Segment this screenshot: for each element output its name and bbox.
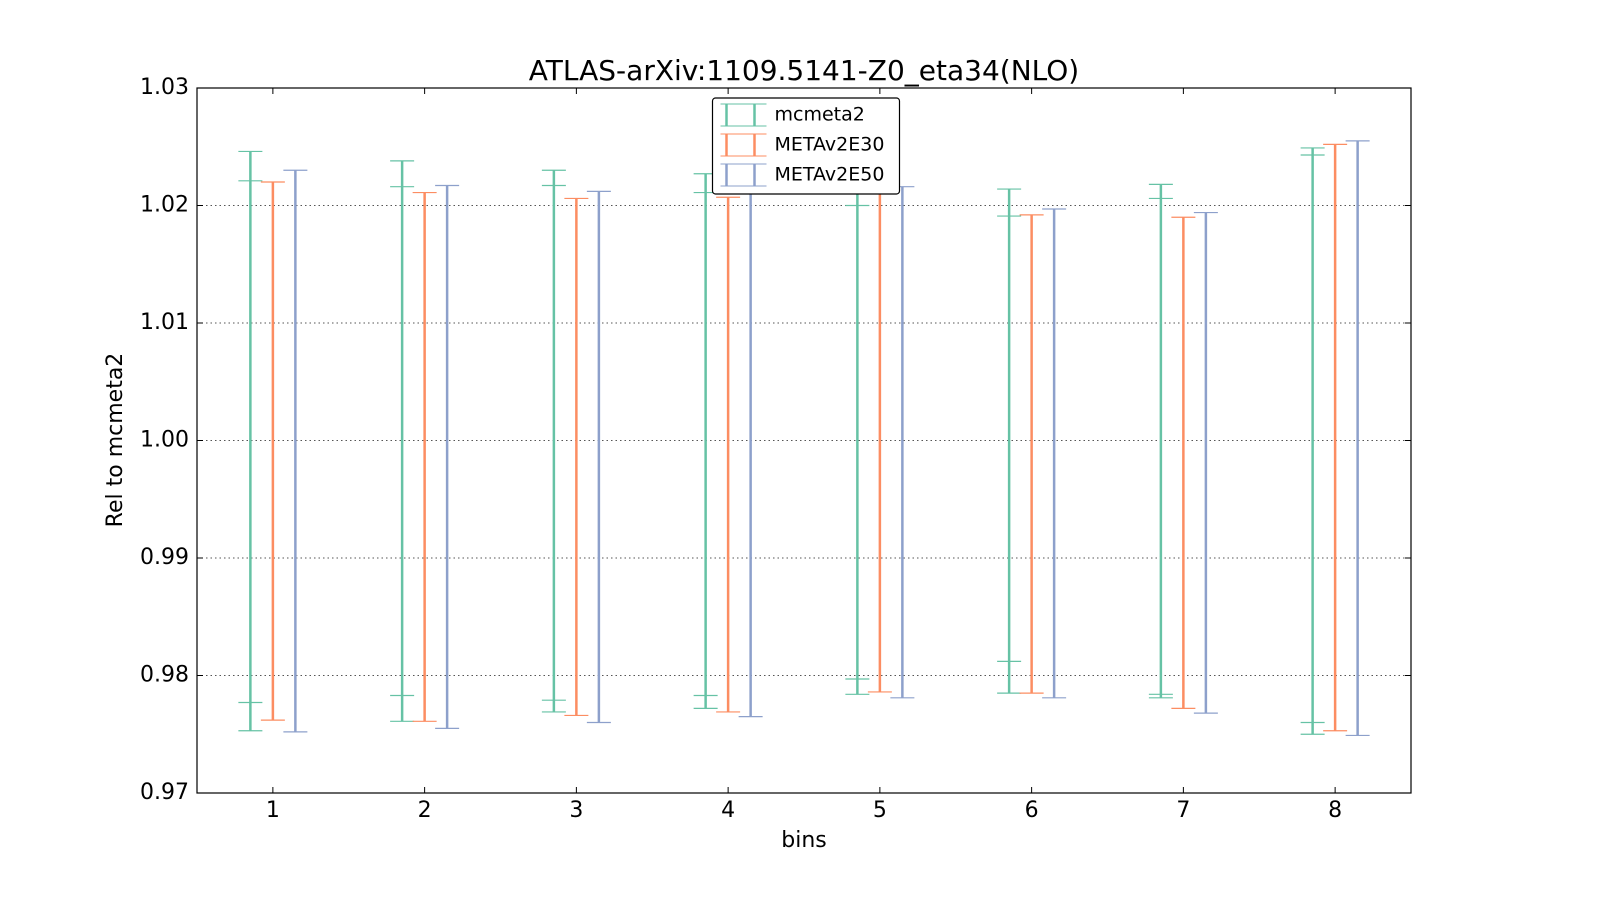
- y-axis-label: Rel to mcmeta2: [103, 353, 128, 528]
- y-tick-label: 0.97: [140, 780, 189, 805]
- y-tick-label: 1.02: [140, 193, 189, 218]
- x-tick-label: 2: [418, 798, 432, 823]
- plot-frame: [196, 87, 1412, 794]
- x-tick-label: 7: [1176, 798, 1190, 823]
- y-tick-label: 0.98: [140, 663, 189, 688]
- y-tick-label: 0.99: [140, 545, 189, 570]
- legend-label: METAv2E50: [775, 164, 885, 186]
- x-tick-label: 4: [721, 798, 735, 823]
- x-tick-label: 8: [1328, 798, 1342, 823]
- legend-label: METAv2E30: [775, 134, 885, 156]
- legend: mcmeta2 METAv2E30 METAv2E50: [711, 97, 901, 195]
- y-tick-label: 1.00: [140, 428, 189, 453]
- chart-title: ATLAS-arXiv:1109.5141-Z0_eta34(NLO): [529, 54, 1079, 87]
- y-tick-label: 1.03: [140, 75, 189, 100]
- x-tick-label: 5: [873, 798, 887, 823]
- legend-label: mcmeta2: [775, 104, 865, 126]
- x-tick-label: 6: [1025, 798, 1039, 823]
- y-tick-label: 1.01: [140, 310, 189, 335]
- legend-box: [711, 97, 901, 195]
- x-axis-label: bins: [781, 828, 826, 853]
- x-tick-label: 3: [569, 798, 583, 823]
- x-tick-label: 1: [266, 798, 280, 823]
